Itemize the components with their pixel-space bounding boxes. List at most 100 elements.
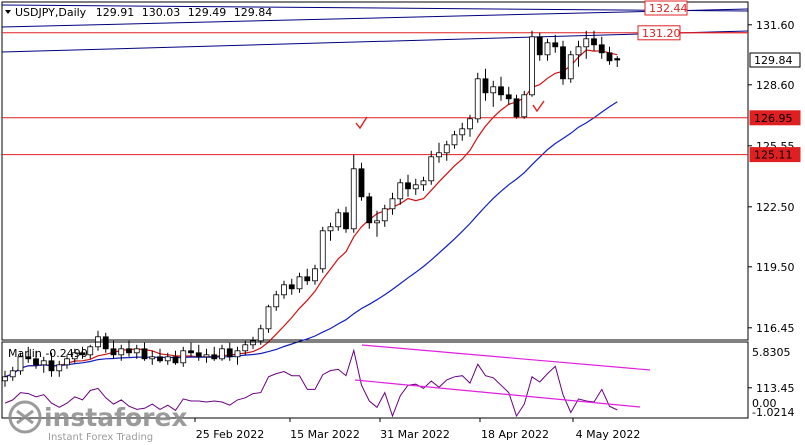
bull-candle-body <box>350 168 357 230</box>
bear-candle-body <box>614 58 621 61</box>
candle <box>343 206 349 233</box>
time-tick-label: 4 May 2022 <box>576 428 641 441</box>
dropdown-triangle-icon[interactable] <box>5 10 11 14</box>
candle <box>25 346 32 363</box>
bear-candle-body <box>188 350 194 354</box>
symbol-header: USDJPY,Daily 129.91 130.03 129.49 129.84 <box>15 6 272 19</box>
bull-candle-body <box>242 344 249 352</box>
bull-candle-body <box>529 36 535 96</box>
bull-candle-body <box>257 328 264 342</box>
candle <box>257 324 264 345</box>
candle <box>567 50 574 83</box>
candle <box>304 268 311 285</box>
logo-cross-shape <box>16 409 34 425</box>
trend-line-lower <box>1 30 749 53</box>
bear-candle-body <box>513 98 520 118</box>
candle <box>482 68 489 101</box>
symbol-name: USDJPY,Daily <box>15 6 87 19</box>
bear-candle-body <box>560 46 566 80</box>
candle <box>188 342 194 357</box>
candle <box>71 348 78 363</box>
bear-candle-body <box>598 44 605 54</box>
candle <box>157 348 163 363</box>
close-value: 129.84 <box>234 6 273 19</box>
marlin-tick-label: 5.8305 <box>752 346 791 359</box>
bull-candle-body <box>87 346 94 356</box>
bull-candle-body <box>397 182 404 200</box>
bull-candle-body <box>412 184 419 190</box>
candle <box>498 76 504 101</box>
bear-candle-body <box>505 94 512 100</box>
candle <box>250 336 256 349</box>
price-tick-label: 116.45 <box>756 322 795 335</box>
candle <box>118 344 125 361</box>
marlin-trend-upper <box>361 344 651 371</box>
bull-candle-body <box>583 38 590 48</box>
bear-candle-body <box>25 356 32 360</box>
candle <box>273 290 280 311</box>
price-level-label: 125.11 <box>754 149 793 162</box>
candle <box>552 34 559 53</box>
candle <box>149 350 156 365</box>
marlin-trend-lower <box>354 379 641 408</box>
bear-candle-body <box>304 276 311 282</box>
candle <box>172 350 179 365</box>
bull-candle-body <box>64 358 70 366</box>
price-tick-label: 122.50 <box>756 201 795 214</box>
candle <box>17 352 24 375</box>
candle <box>281 280 287 299</box>
bear-candle-body <box>102 336 109 350</box>
ma-slow-line <box>4 101 618 378</box>
bull-candle-body <box>459 128 466 136</box>
watermark-tagline: Instant Forex Trading <box>48 432 153 443</box>
main-pane <box>1 1 749 387</box>
bear-candle-body <box>195 352 202 358</box>
price-axis: 131.60128.60125.55122.50119.50116.45113.… <box>637 0 801 395</box>
candle <box>583 30 590 59</box>
candle <box>428 150 435 185</box>
bull-candle-body <box>381 208 388 222</box>
candle <box>606 46 613 65</box>
bull-candle-body <box>521 94 528 118</box>
marlin-tick-label: 0.00 <box>752 397 777 410</box>
candle <box>505 86 512 105</box>
candle <box>443 140 450 161</box>
marlin-pane-frame <box>1 341 749 419</box>
time-axis: 25 Feb 2022 15 Mar 2022 31 Mar 2022 18 Apr … <box>194 418 641 441</box>
bear-candle-body <box>498 86 504 96</box>
candle <box>64 354 70 369</box>
bull-candle-body <box>467 118 473 130</box>
bear-candle-body <box>288 284 295 290</box>
bull-candle-body <box>474 78 481 120</box>
candle <box>110 340 117 359</box>
candle <box>529 30 535 97</box>
price-tick-label: 113.45 <box>756 382 795 395</box>
bull-candle-body <box>265 306 272 330</box>
candle <box>436 142 442 163</box>
candle <box>397 178 404 205</box>
bull-candle-body <box>451 134 458 146</box>
bear-candle-body <box>211 354 218 360</box>
bull-candle-body <box>490 86 497 94</box>
candle <box>381 204 388 227</box>
bull-candle-body <box>420 180 427 186</box>
candle <box>366 192 373 229</box>
candle <box>327 222 334 241</box>
bull-candle-body <box>296 276 303 290</box>
bear-candle-body <box>172 356 179 364</box>
candle <box>467 114 473 137</box>
watermark-brand: instaforex <box>44 403 188 432</box>
bear-candle-body <box>405 182 411 190</box>
candle <box>133 344 140 359</box>
bull-candle-body <box>544 42 551 56</box>
bull-candle-body <box>428 156 435 182</box>
bear-candle-body <box>126 348 132 354</box>
bear-candle-body <box>343 212 349 230</box>
instaforex-logo-icon <box>8 400 42 434</box>
bull-candle-body <box>40 360 47 366</box>
candle <box>203 348 210 363</box>
high-value: 130.03 <box>142 6 181 19</box>
candle <box>296 272 303 293</box>
price-level-label: 132.44 <box>649 2 688 15</box>
